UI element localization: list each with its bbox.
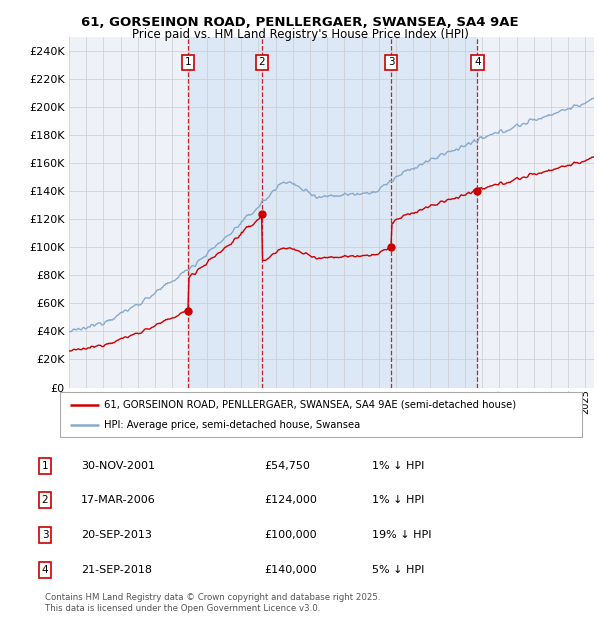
Text: 2: 2 [41, 495, 49, 505]
Bar [391, 37, 478, 387]
Text: 17-MAR-2006: 17-MAR-2006 [81, 495, 156, 505]
Text: 61, GORSEINON ROAD, PENLLERGAER, SWANSEA, SA4 9AE: 61, GORSEINON ROAD, PENLLERGAER, SWANSEA… [81, 16, 519, 29]
Text: Contains HM Land Registry data © Crown copyright and database right 2025.
This d: Contains HM Land Registry data © Crown c… [45, 593, 380, 613]
Text: 19% ↓ HPI: 19% ↓ HPI [372, 530, 431, 540]
Text: 3: 3 [41, 530, 49, 540]
FancyBboxPatch shape [60, 392, 582, 437]
Text: 4: 4 [474, 58, 481, 68]
Text: 1% ↓ HPI: 1% ↓ HPI [372, 495, 424, 505]
Text: 1: 1 [185, 58, 191, 68]
Text: 1: 1 [41, 461, 49, 471]
Bar [262, 37, 391, 387]
Text: 4: 4 [41, 565, 49, 575]
Bar [188, 37, 262, 387]
Text: Price paid vs. HM Land Registry's House Price Index (HPI): Price paid vs. HM Land Registry's House … [131, 28, 469, 41]
Text: 21-SEP-2018: 21-SEP-2018 [81, 565, 152, 575]
Text: 2: 2 [259, 58, 265, 68]
Text: £124,000: £124,000 [264, 495, 317, 505]
Text: £54,750: £54,750 [264, 461, 310, 471]
Text: 61, GORSEINON ROAD, PENLLERGAER, SWANSEA, SA4 9AE (semi-detached house): 61, GORSEINON ROAD, PENLLERGAER, SWANSEA… [104, 399, 517, 410]
Text: £140,000: £140,000 [264, 565, 317, 575]
Text: £100,000: £100,000 [264, 530, 317, 540]
Text: 5% ↓ HPI: 5% ↓ HPI [372, 565, 424, 575]
Text: HPI: Average price, semi-detached house, Swansea: HPI: Average price, semi-detached house,… [104, 420, 361, 430]
Text: 20-SEP-2013: 20-SEP-2013 [81, 530, 152, 540]
Text: 30-NOV-2001: 30-NOV-2001 [81, 461, 155, 471]
Text: 3: 3 [388, 58, 395, 68]
Text: 1% ↓ HPI: 1% ↓ HPI [372, 461, 424, 471]
